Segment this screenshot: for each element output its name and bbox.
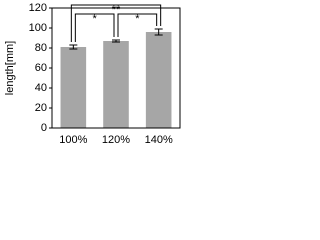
y-tick-label: 120 <box>29 2 47 14</box>
x-tick-label: 100% <box>59 134 87 146</box>
bar <box>145 32 172 128</box>
bar <box>60 47 87 128</box>
significance-label: * <box>93 13 98 25</box>
y-tick-label: 60 <box>35 62 47 74</box>
significance-label: * <box>135 13 140 25</box>
plot-frame <box>51 7 181 129</box>
bar <box>103 41 129 128</box>
significance-bracket <box>70 4 162 42</box>
y-tick-label: 100 <box>29 22 47 34</box>
significance-bracket <box>117 13 158 37</box>
y-tick-label: 0 <box>41 122 47 134</box>
y-axis-label: length[mm] <box>4 41 16 95</box>
significance-bracket <box>74 13 115 42</box>
y-tick-label: 80 <box>35 42 47 54</box>
y-tick-label: 20 <box>35 102 47 114</box>
significance-label: ** <box>112 4 121 16</box>
x-tick-label: 140% <box>145 134 173 146</box>
y-tick-label: 40 <box>35 82 47 94</box>
x-tick-label: 120% <box>102 134 130 146</box>
